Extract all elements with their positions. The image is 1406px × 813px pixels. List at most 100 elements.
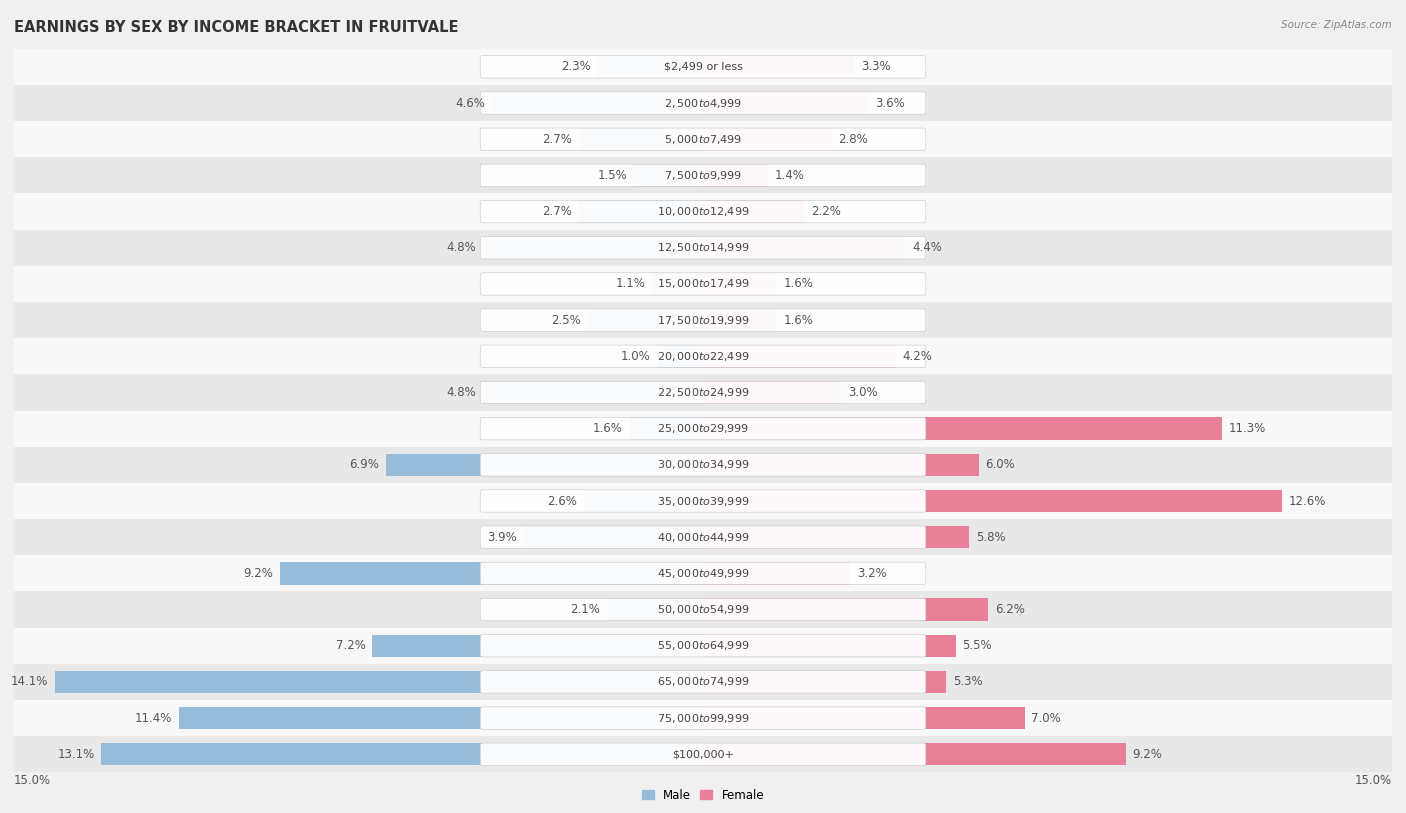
Text: 2.1%: 2.1% bbox=[569, 603, 599, 616]
Bar bbox=[579, 200, 703, 223]
Text: EARNINGS BY SEX BY INCOME BRACKET IN FRUITVALE: EARNINGS BY SEX BY INCOME BRACKET IN FRU… bbox=[14, 20, 458, 35]
Bar bbox=[14, 447, 1392, 483]
FancyBboxPatch shape bbox=[481, 92, 925, 115]
Bar bbox=[14, 338, 1392, 374]
Text: 5.8%: 5.8% bbox=[976, 531, 1005, 544]
Text: 1.1%: 1.1% bbox=[616, 277, 645, 290]
Legend: Male, Female: Male, Female bbox=[637, 784, 769, 806]
Text: $55,000 to $64,999: $55,000 to $64,999 bbox=[657, 639, 749, 652]
Bar bbox=[703, 706, 1025, 729]
FancyBboxPatch shape bbox=[481, 634, 925, 657]
Bar bbox=[524, 526, 703, 549]
FancyBboxPatch shape bbox=[481, 237, 925, 259]
FancyBboxPatch shape bbox=[481, 272, 925, 295]
FancyBboxPatch shape bbox=[481, 562, 925, 585]
Bar bbox=[14, 158, 1392, 193]
Bar bbox=[703, 200, 804, 223]
Bar bbox=[703, 237, 905, 259]
Text: 2.3%: 2.3% bbox=[561, 60, 591, 73]
Text: 2.2%: 2.2% bbox=[811, 205, 841, 218]
Bar bbox=[703, 526, 969, 549]
Text: 9.2%: 9.2% bbox=[243, 567, 274, 580]
Bar bbox=[101, 743, 703, 766]
Text: 9.2%: 9.2% bbox=[1132, 748, 1163, 761]
Bar bbox=[14, 483, 1392, 520]
Text: $7,500 to $9,999: $7,500 to $9,999 bbox=[664, 169, 742, 182]
Bar bbox=[180, 706, 703, 729]
FancyBboxPatch shape bbox=[481, 454, 925, 476]
Text: 3.9%: 3.9% bbox=[488, 531, 517, 544]
FancyBboxPatch shape bbox=[481, 200, 925, 223]
Text: 12.6%: 12.6% bbox=[1289, 494, 1326, 507]
FancyBboxPatch shape bbox=[481, 489, 925, 512]
Bar bbox=[703, 417, 1222, 440]
Text: 4.2%: 4.2% bbox=[903, 350, 932, 363]
Bar bbox=[14, 121, 1392, 158]
Text: $2,499 or less: $2,499 or less bbox=[664, 62, 742, 72]
Text: 4.6%: 4.6% bbox=[456, 97, 485, 110]
Text: 6.2%: 6.2% bbox=[994, 603, 1025, 616]
Bar bbox=[14, 592, 1392, 628]
Text: $12,500 to $14,999: $12,500 to $14,999 bbox=[657, 241, 749, 254]
Text: 1.4%: 1.4% bbox=[775, 169, 804, 182]
Bar bbox=[14, 520, 1392, 555]
Text: 2.7%: 2.7% bbox=[543, 133, 572, 146]
Text: 11.3%: 11.3% bbox=[1229, 422, 1267, 435]
Text: $22,500 to $24,999: $22,500 to $24,999 bbox=[657, 386, 749, 399]
Text: 3.0%: 3.0% bbox=[848, 386, 877, 399]
Bar bbox=[703, 309, 776, 332]
Bar bbox=[703, 128, 831, 150]
Text: $75,000 to $99,999: $75,000 to $99,999 bbox=[657, 711, 749, 724]
Text: 2.7%: 2.7% bbox=[543, 205, 572, 218]
Bar bbox=[703, 454, 979, 476]
Text: $15,000 to $17,499: $15,000 to $17,499 bbox=[657, 277, 749, 290]
Bar bbox=[703, 562, 851, 585]
Bar bbox=[387, 454, 703, 476]
Bar bbox=[482, 237, 703, 259]
Text: $100,000+: $100,000+ bbox=[672, 750, 734, 759]
Bar bbox=[703, 272, 776, 295]
Text: $65,000 to $74,999: $65,000 to $74,999 bbox=[657, 676, 749, 689]
Text: 11.4%: 11.4% bbox=[135, 711, 173, 724]
Bar bbox=[657, 345, 703, 367]
Text: $35,000 to $39,999: $35,000 to $39,999 bbox=[657, 494, 749, 507]
Text: $50,000 to $54,999: $50,000 to $54,999 bbox=[657, 603, 749, 616]
Bar bbox=[703, 381, 841, 404]
Bar bbox=[703, 345, 896, 367]
Text: 5.3%: 5.3% bbox=[953, 676, 983, 689]
Text: 2.6%: 2.6% bbox=[547, 494, 576, 507]
Text: $45,000 to $49,999: $45,000 to $49,999 bbox=[657, 567, 749, 580]
Text: $30,000 to $34,999: $30,000 to $34,999 bbox=[657, 459, 749, 472]
Text: 2.5%: 2.5% bbox=[551, 314, 581, 327]
Bar bbox=[630, 417, 703, 440]
Bar bbox=[14, 555, 1392, 592]
Bar bbox=[14, 266, 1392, 302]
Bar bbox=[703, 164, 768, 187]
FancyBboxPatch shape bbox=[481, 128, 925, 150]
Bar bbox=[634, 164, 703, 187]
FancyBboxPatch shape bbox=[481, 526, 925, 549]
Text: 1.5%: 1.5% bbox=[598, 169, 627, 182]
Text: 5.5%: 5.5% bbox=[963, 639, 993, 652]
Text: 14.1%: 14.1% bbox=[11, 676, 48, 689]
Bar bbox=[703, 598, 988, 621]
Text: $10,000 to $12,499: $10,000 to $12,499 bbox=[657, 205, 749, 218]
Bar bbox=[703, 743, 1126, 766]
Bar bbox=[579, 128, 703, 150]
FancyBboxPatch shape bbox=[481, 55, 925, 78]
Text: 4.4%: 4.4% bbox=[912, 241, 942, 254]
Text: 7.2%: 7.2% bbox=[336, 639, 366, 652]
Text: $17,500 to $19,999: $17,500 to $19,999 bbox=[657, 314, 749, 327]
Text: 1.6%: 1.6% bbox=[783, 314, 813, 327]
Text: 6.9%: 6.9% bbox=[349, 459, 380, 472]
Text: 1.0%: 1.0% bbox=[620, 350, 650, 363]
Text: 3.3%: 3.3% bbox=[862, 60, 891, 73]
Text: $40,000 to $44,999: $40,000 to $44,999 bbox=[657, 531, 749, 544]
Text: 3.2%: 3.2% bbox=[856, 567, 887, 580]
Text: $25,000 to $29,999: $25,000 to $29,999 bbox=[657, 422, 749, 435]
Bar bbox=[703, 55, 855, 78]
Text: $5,000 to $7,499: $5,000 to $7,499 bbox=[664, 133, 742, 146]
Bar bbox=[14, 375, 1392, 411]
Bar bbox=[703, 671, 946, 693]
FancyBboxPatch shape bbox=[481, 381, 925, 404]
